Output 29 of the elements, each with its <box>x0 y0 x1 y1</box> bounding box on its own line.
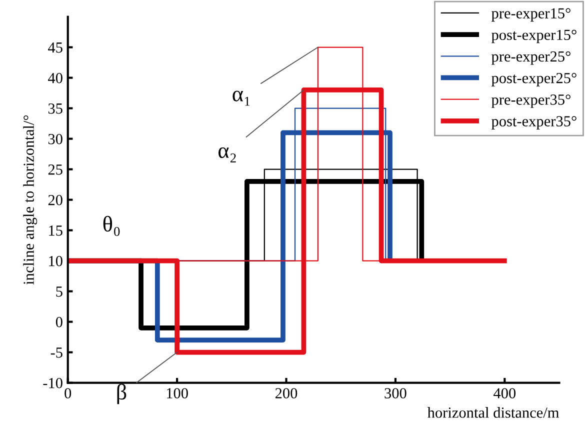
legend-label: pre-exper15° <box>491 8 570 22</box>
legend-label: post-exper35° <box>491 116 576 130</box>
x-tick-label: 200 <box>275 388 298 398</box>
x-axis-title: horizontal distance/m <box>427 407 560 418</box>
y-tick-label: 10 <box>49 256 62 266</box>
y-tick-label: 15 <box>49 225 62 236</box>
x-tick-label: 100 <box>166 388 188 398</box>
y-tick-label: 35 <box>48 103 62 114</box>
y-tick-label: 0 <box>56 316 62 328</box>
annotation: α₂ <box>218 147 236 162</box>
y-tick-label: 5 <box>56 286 62 297</box>
x-tick-label: 400 <box>494 388 516 398</box>
x-tick-label: 300 <box>384 388 406 398</box>
y-axis-title: incline angle to horizontal/° <box>23 115 38 285</box>
legend-label: post-exper25° <box>491 72 576 86</box>
y-tick-label: 20 <box>48 194 62 206</box>
y-tick-label: 45 <box>48 42 62 53</box>
y-tick-label: -5 <box>50 348 62 358</box>
y-tick-label: -10 <box>43 378 62 388</box>
annotation: θ₀ <box>103 216 120 236</box>
y-tick-label: 40 <box>48 72 62 84</box>
y-tick-label: 30 <box>48 134 62 144</box>
legend-label: pre-exper35° <box>491 94 570 108</box>
x-tick-label: 0 <box>64 388 72 398</box>
legend-label: pre-exper25° <box>491 51 570 65</box>
annotation: β <box>117 384 126 404</box>
annotation: α₁ <box>232 90 250 106</box>
y-tick-label: 25 <box>48 164 62 175</box>
legend-label: post-exper15° <box>491 30 576 44</box>
